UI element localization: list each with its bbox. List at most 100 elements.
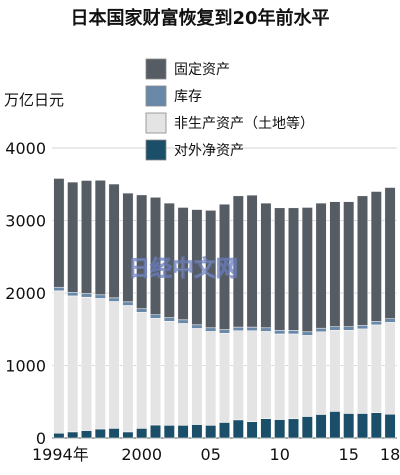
bar-segment	[177, 425, 189, 439]
bar-segment	[53, 290, 65, 434]
x-tick-label: 2000	[121, 445, 162, 464]
bar-segment	[370, 191, 382, 322]
bar-segment	[191, 209, 203, 326]
watermark: 日经中文网	[128, 256, 238, 282]
bar-segment	[94, 180, 106, 296]
bar-segment	[122, 431, 134, 439]
bar-segment	[357, 413, 368, 439]
bar-segment	[315, 202, 327, 329]
bar-segment	[122, 192, 134, 303]
bar-segment	[67, 431, 79, 439]
bar-segment	[357, 195, 368, 326]
y-tick-label: 1000	[5, 357, 46, 376]
bar-segment	[246, 421, 258, 439]
bar-segment	[329, 201, 341, 327]
bar-segment	[53, 432, 65, 439]
bar-segment	[150, 197, 161, 315]
bar-segment	[288, 207, 299, 331]
bar-segment	[343, 413, 355, 439]
y-axis-label: 万亿日元	[4, 91, 64, 109]
bar-segment	[108, 183, 120, 299]
bar-segment	[384, 322, 396, 415]
bar-segment	[232, 326, 244, 331]
bar-segment	[219, 203, 230, 330]
x-tick-label: 10	[270, 445, 290, 464]
bar-segment	[81, 430, 92, 439]
bar-segment	[150, 314, 161, 319]
bar-segment	[53, 178, 65, 288]
bar-segment	[384, 187, 396, 319]
x-tick-label: 15	[339, 445, 359, 464]
bar-segment	[81, 180, 92, 294]
bar-segment	[301, 207, 313, 333]
legend-swatch	[145, 112, 167, 134]
chart-title: 日本国家财富恢复到20年前水平	[70, 7, 329, 29]
bar-segment	[246, 194, 258, 328]
bar-segment	[301, 331, 313, 336]
bar-segment	[288, 333, 299, 420]
bar-segment	[94, 428, 106, 439]
legend-label: 库存	[174, 89, 202, 105]
bar-segment	[163, 202, 175, 318]
bar-segment	[136, 194, 148, 309]
bar-segment	[177, 207, 189, 321]
bar-segment	[329, 411, 341, 439]
x-tick-label: 1994年	[32, 445, 89, 464]
bar-segment	[260, 331, 272, 419]
bar-segment	[81, 296, 92, 431]
bar-segment	[177, 319, 189, 324]
x-tick-label: 18	[380, 445, 400, 464]
bar-segment	[122, 305, 134, 433]
bar-segment	[301, 416, 313, 439]
bar-segment	[232, 195, 244, 328]
bar-segment	[177, 323, 189, 426]
x-tick-labels: 1994年 2000 05 10 15 18	[32, 445, 400, 464]
bar-segment	[288, 418, 299, 439]
bar-segment	[343, 326, 355, 331]
y-tick-label: 0	[36, 429, 46, 448]
bar-segment	[343, 201, 355, 327]
bar-segment	[108, 428, 120, 439]
bar-segment	[219, 422, 230, 439]
bar-segment	[232, 419, 244, 439]
bar-segment	[301, 335, 313, 417]
bar-segment	[274, 419, 286, 439]
bar-segment	[150, 318, 161, 426]
x-tick-label: 05	[201, 445, 221, 464]
y-tick-label: 2000	[5, 284, 46, 303]
legend-swatch	[145, 58, 167, 80]
bar-segment	[205, 331, 217, 426]
bar-segment	[136, 312, 148, 429]
bar-segment	[384, 318, 396, 323]
bar-segment	[315, 327, 327, 333]
bar-segment	[205, 327, 217, 332]
bar-segment	[246, 330, 258, 422]
bar-segment	[329, 326, 341, 331]
bar-segment	[205, 210, 217, 329]
bar-segment	[191, 324, 203, 329]
legend-swatch	[145, 139, 167, 161]
bar-segment	[191, 328, 203, 425]
bar-segment	[260, 327, 272, 332]
bar-segment	[343, 330, 355, 414]
bar-segment	[370, 324, 382, 413]
bar-segment	[288, 330, 299, 335]
bar-segment	[108, 297, 120, 302]
bar-segment	[163, 317, 175, 322]
bar-segment	[315, 414, 327, 439]
bar-segment	[67, 292, 79, 297]
legend-label: 非生产资产（土地等）	[174, 115, 314, 132]
bar-segment	[163, 321, 175, 426]
bar-segment	[67, 181, 79, 293]
bar-segment	[136, 308, 148, 313]
legend-swatch	[145, 85, 167, 107]
bar-segment	[370, 412, 382, 439]
bar-segment	[260, 202, 272, 329]
bars-group	[53, 178, 396, 439]
bar-segment	[329, 330, 341, 412]
bar-segment	[274, 207, 286, 331]
bar-segment	[357, 328, 368, 414]
bar-segment	[191, 424, 203, 439]
